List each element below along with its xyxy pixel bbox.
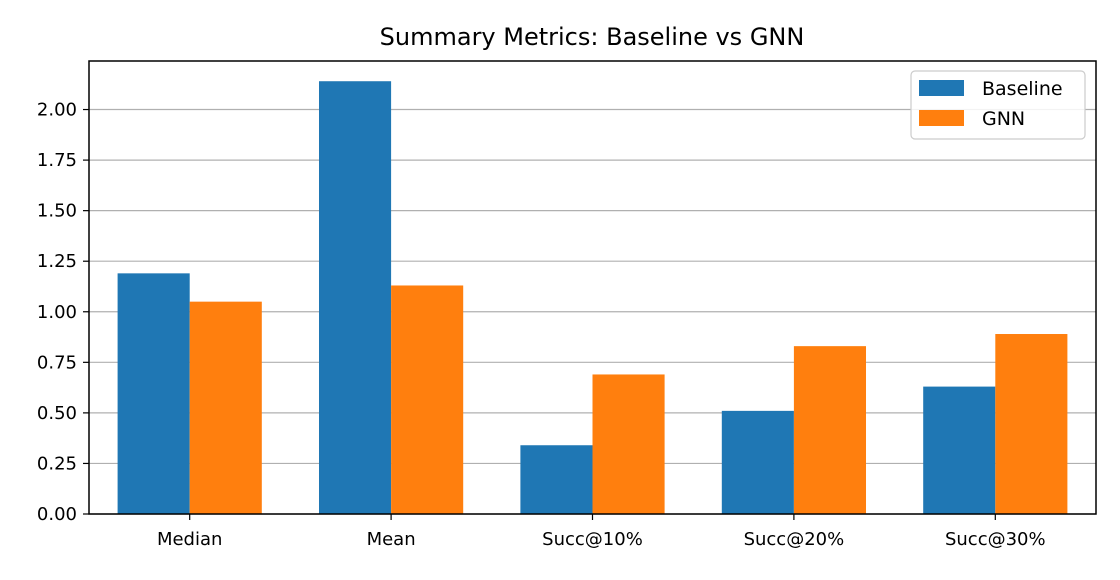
y-tick-label: 0.75: [37, 352, 77, 373]
x-axis: Median Mean Succ@10% Succ@20% Succ@30%: [157, 514, 1046, 550]
bar-gnn-2: [592, 374, 665, 514]
bar-gnn-4: [995, 334, 1068, 514]
bar-baseline-1: [318, 81, 392, 515]
x-tick-label: Succ@10%: [542, 529, 643, 550]
chart-title: Summary Metrics: Baseline vs GNN: [380, 23, 805, 51]
bar-gnn-0: [189, 301, 262, 514]
legend-swatch-gnn: [919, 110, 964, 126]
legend-swatch-baseline: [919, 80, 964, 96]
legend-label-gnn: GNN: [982, 108, 1025, 130]
x-tick-label: Median: [157, 529, 222, 550]
bar-baseline-0: [117, 273, 190, 514]
y-tick-label: 0.25: [37, 453, 77, 474]
y-tick-label: 1.50: [37, 201, 77, 222]
y-tick-label: 0.50: [37, 403, 77, 424]
y-axis: 0.00 0.25 0.50 0.75 1.00 1.25 1.50 1.75 2.00: [37, 100, 89, 525]
bar-baseline-4: [923, 386, 996, 514]
legend-label-baseline: Baseline: [982, 78, 1063, 100]
y-tick-label: 0.00: [37, 504, 77, 525]
y-tick-label: 1.75: [37, 150, 77, 171]
y-tick-label: 2.00: [37, 100, 77, 121]
bar-baseline-3: [721, 410, 794, 514]
y-tick-label: 1.25: [37, 251, 77, 272]
bars-layer: [117, 81, 1068, 515]
bar-baseline-2: [520, 445, 593, 514]
x-tick-label: Succ@20%: [744, 529, 845, 550]
y-tick-label: 1.00: [37, 302, 77, 323]
bar-gnn-3: [793, 346, 867, 514]
legend: Baseline GNN: [910, 70, 1086, 140]
x-tick-label: Succ@30%: [945, 529, 1046, 550]
x-tick-label: Mean: [367, 529, 416, 550]
bar-gnn-1: [391, 285, 464, 514]
